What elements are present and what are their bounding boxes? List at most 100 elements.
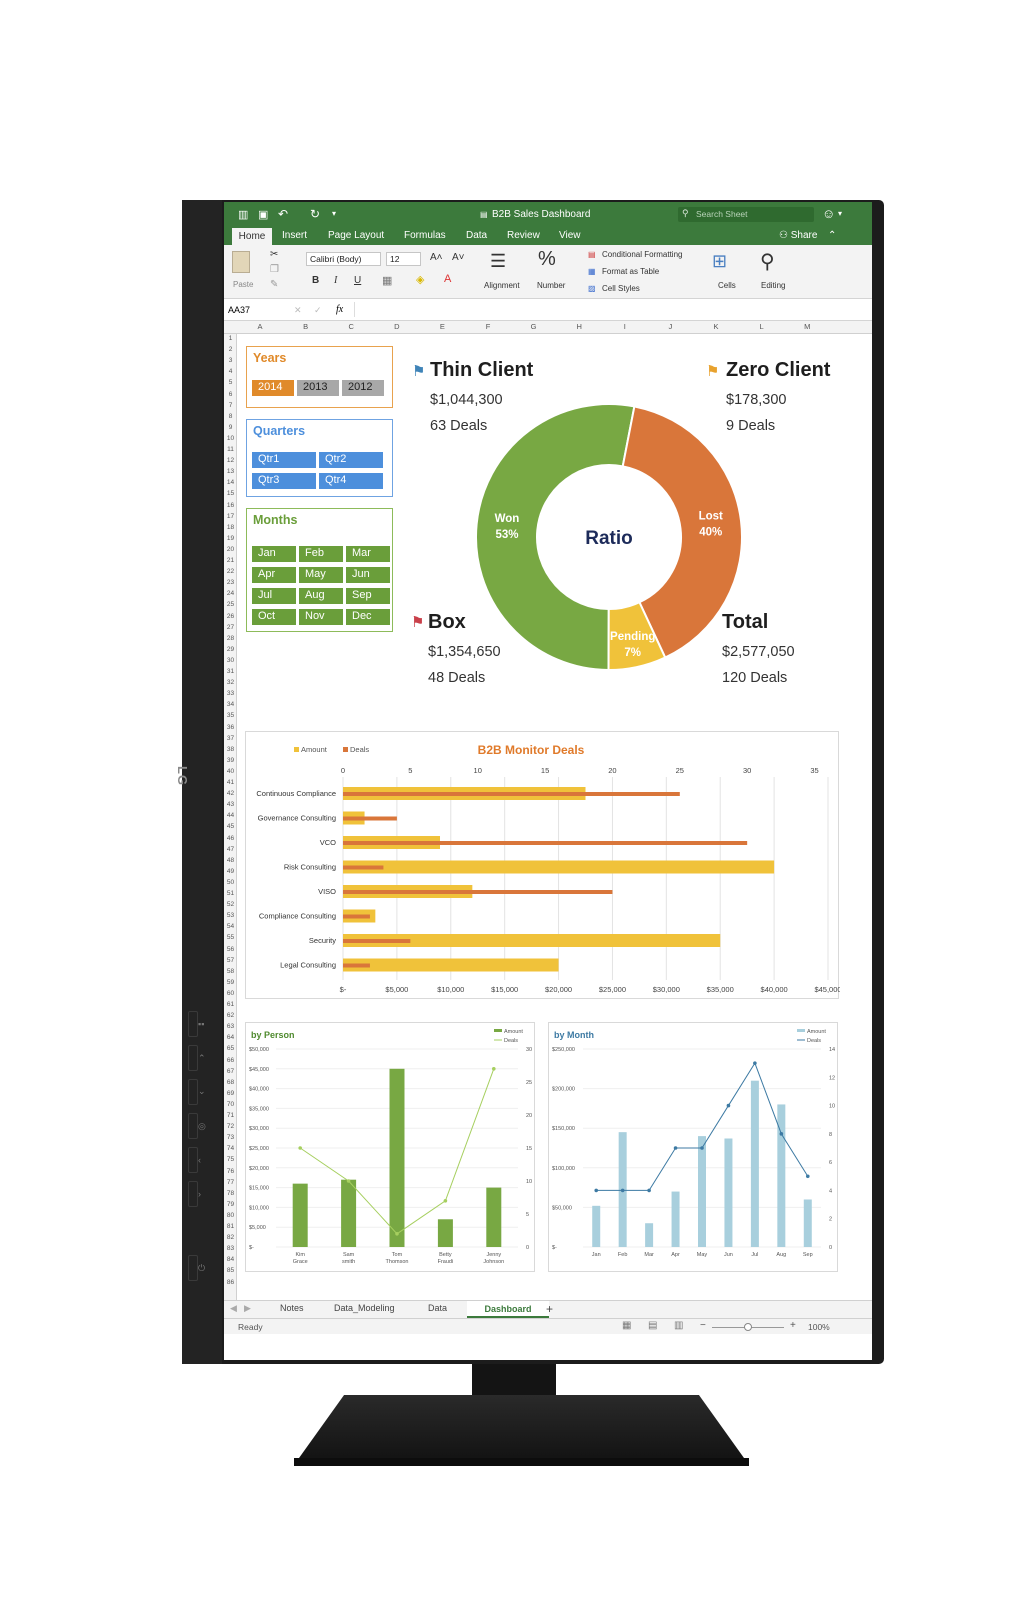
row-header[interactable]: 11 bbox=[227, 446, 234, 453]
page-layout-view-icon[interactable]: ▤ bbox=[648, 1320, 658, 1331]
increase-font-icon[interactable]: A˄ bbox=[430, 252, 443, 263]
column-header[interactable]: G bbox=[530, 322, 537, 331]
number-format-icon[interactable]: % bbox=[538, 248, 556, 270]
slicer-item-month[interactable]: Oct bbox=[252, 609, 296, 625]
row-header[interactable]: 83 bbox=[226, 1245, 235, 1253]
row-header[interactable]: 86 bbox=[226, 1278, 235, 1286]
slicer-item-month[interactable]: Aug bbox=[299, 588, 343, 604]
row-header[interactable]: 57 bbox=[226, 956, 235, 964]
slicer-item-qtr4[interactable]: Qtr4 bbox=[319, 473, 383, 489]
column-header[interactable]: E bbox=[439, 322, 445, 331]
row-header[interactable]: 61 bbox=[226, 1001, 235, 1008]
slicer-item-month[interactable]: Jan bbox=[252, 546, 296, 562]
tab-view[interactable]: View bbox=[559, 230, 581, 241]
row-header[interactable]: 59 bbox=[226, 978, 235, 986]
row-header[interactable]: 15 bbox=[226, 490, 235, 498]
search-box[interactable]: ⚲ Search Sheet bbox=[678, 207, 814, 222]
row-header[interactable]: 41 bbox=[226, 779, 235, 786]
hw-power-button[interactable] bbox=[188, 1255, 198, 1281]
row-header[interactable]: 50 bbox=[226, 878, 235, 886]
row-header[interactable]: 21 bbox=[226, 557, 235, 564]
row-header[interactable]: 26 bbox=[226, 612, 235, 620]
slicer-item-month[interactable]: Sep bbox=[346, 588, 390, 604]
sheet-tab-dashboard[interactable]: Dashboard bbox=[467, 1301, 549, 1318]
redo-icon[interactable]: ↻ bbox=[310, 207, 321, 221]
row-header[interactable]: 4 bbox=[228, 368, 233, 376]
hw-menu-button[interactable] bbox=[188, 1011, 198, 1037]
row-header[interactable]: 32 bbox=[226, 679, 235, 687]
row-header[interactable]: 5 bbox=[228, 379, 233, 387]
row-header[interactable]: 24 bbox=[226, 590, 235, 598]
feedback-dropdown-icon[interactable]: ▾ bbox=[838, 209, 843, 218]
row-header[interactable]: 14 bbox=[226, 479, 235, 487]
editing-search-icon[interactable]: ⚲ bbox=[760, 251, 775, 273]
sheet-tab-data[interactable]: Data bbox=[428, 1303, 448, 1313]
row-header[interactable]: 66 bbox=[226, 1056, 235, 1064]
sidebar-toggle-icon[interactable]: ▥ bbox=[238, 209, 249, 221]
slicer-item-2014[interactable]: 2014 bbox=[252, 380, 294, 396]
row-header[interactable]: 70 bbox=[226, 1100, 235, 1108]
underline-button[interactable]: U bbox=[354, 275, 362, 286]
row-header[interactable]: 16 bbox=[226, 501, 235, 509]
row-header[interactable]: 82 bbox=[226, 1234, 235, 1242]
row-header[interactable]: 78 bbox=[226, 1189, 235, 1197]
row-header[interactable]: 6 bbox=[228, 390, 233, 398]
row-header[interactable]: 9 bbox=[228, 423, 233, 431]
bold-button[interactable]: B bbox=[312, 275, 320, 286]
column-header[interactable]: I bbox=[623, 322, 626, 331]
tab-formulas[interactable]: Formulas bbox=[404, 230, 446, 241]
undo-icon[interactable]: ↶ bbox=[278, 207, 289, 221]
row-header[interactable]: 37 bbox=[226, 734, 235, 742]
column-header[interactable]: J bbox=[668, 322, 673, 331]
tab-data[interactable]: Data bbox=[466, 230, 488, 241]
column-header[interactable]: K bbox=[713, 322, 719, 331]
row-header[interactable]: 80 bbox=[226, 1211, 235, 1219]
row-header[interactable]: 17 bbox=[226, 512, 235, 520]
row-header[interactable]: 69 bbox=[226, 1089, 235, 1097]
conditional-formatting-button[interactable]: Conditional Formatting bbox=[602, 250, 683, 259]
font-size-select[interactable]: 12 bbox=[386, 252, 421, 266]
collapse-ribbon-icon[interactable]: ⌃ bbox=[828, 230, 837, 241]
page-break-view-icon[interactable]: ▥ bbox=[674, 1320, 684, 1331]
row-header[interactable]: 25 bbox=[226, 601, 235, 609]
slicer-item-month[interactable]: Mar bbox=[346, 546, 390, 562]
row-header[interactable]: 22 bbox=[226, 568, 235, 576]
column-header[interactable]: D bbox=[394, 322, 400, 331]
alignment-icon[interactable]: ☰ bbox=[490, 251, 507, 271]
decrease-font-icon[interactable]: A˅ bbox=[452, 252, 465, 263]
prev-sheet-icon[interactable]: ◀ bbox=[230, 1303, 237, 1313]
row-header[interactable]: 29 bbox=[226, 645, 235, 653]
row-header[interactable]: 18 bbox=[226, 523, 235, 531]
row-header[interactable]: 63 bbox=[226, 1023, 235, 1031]
hw-input-button[interactable] bbox=[188, 1113, 198, 1139]
row-header[interactable]: 35 bbox=[226, 712, 235, 720]
row-header[interactable]: 62 bbox=[226, 1012, 235, 1020]
row-header[interactable]: 10 bbox=[226, 434, 235, 442]
slicer-item-2013[interactable]: 2013 bbox=[297, 380, 339, 396]
row-header[interactable]: 73 bbox=[226, 1134, 235, 1142]
format-as-table-button[interactable]: Format as Table bbox=[602, 267, 660, 276]
zoom-in-icon[interactable]: + bbox=[790, 1320, 796, 1331]
row-header[interactable]: 76 bbox=[226, 1167, 235, 1175]
row-header[interactable]: 79 bbox=[226, 1200, 235, 1208]
row-header[interactable]: 23 bbox=[226, 579, 235, 587]
slicer-item-qtr1[interactable]: Qtr1 bbox=[252, 452, 316, 468]
normal-view-icon[interactable]: ▦ bbox=[622, 1320, 632, 1331]
tab-page-layout[interactable]: Page Layout bbox=[328, 230, 385, 241]
row-header[interactable]: 58 bbox=[226, 967, 235, 975]
row-header[interactable]: 1 bbox=[228, 335, 233, 342]
copy-icon[interactable]: ❐ bbox=[270, 264, 279, 275]
save-icon[interactable]: ▣ bbox=[258, 209, 269, 221]
column-header[interactable]: M bbox=[804, 322, 811, 331]
cells-icon[interactable]: ⊞ bbox=[712, 251, 728, 271]
tab-review[interactable]: Review bbox=[507, 230, 540, 241]
column-header[interactable]: C bbox=[348, 322, 354, 331]
row-header[interactable]: 77 bbox=[226, 1178, 235, 1186]
cut-icon[interactable]: ✂ bbox=[270, 249, 279, 260]
row-header[interactable]: 74 bbox=[226, 1145, 235, 1153]
row-header[interactable]: 65 bbox=[226, 1045, 235, 1053]
row-header[interactable]: 34 bbox=[226, 701, 235, 709]
row-header[interactable]: 72 bbox=[226, 1123, 235, 1131]
share-button[interactable]: ⚇ Share bbox=[779, 230, 817, 241]
row-header[interactable]: 54 bbox=[226, 923, 235, 931]
